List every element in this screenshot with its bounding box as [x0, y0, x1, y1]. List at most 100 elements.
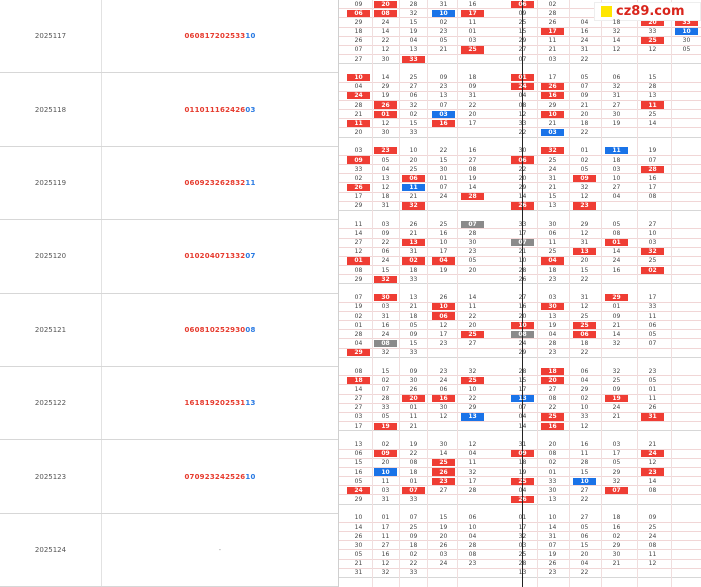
- highlighted-number-cell: 26: [539, 83, 566, 91]
- cell-number: 11: [648, 101, 657, 109]
- number-cell: [673, 303, 700, 311]
- number-cell: 32: [603, 28, 630, 36]
- cell-number: 26: [548, 83, 557, 91]
- highlighted-number-cell: 24: [509, 83, 536, 91]
- cell-number: 08: [548, 395, 557, 403]
- number-cell: 12: [571, 229, 598, 237]
- cell-number: 02: [354, 312, 363, 320]
- cell-number: 22: [580, 349, 589, 357]
- cell-number: 20: [439, 532, 448, 540]
- highlighted-number-cell: 25: [430, 459, 457, 467]
- number-cell: [430, 349, 457, 357]
- cell-number: 24: [439, 193, 448, 201]
- number-cell: [673, 174, 700, 182]
- number-cell: 12: [639, 459, 666, 467]
- number-cell: 11: [539, 239, 566, 247]
- number-cell: 30: [459, 239, 486, 247]
- site-logo[interactable]: cz89.com: [594, 2, 701, 21]
- number-cell: 04: [603, 193, 630, 201]
- number-cell: 13: [372, 174, 399, 182]
- grid-row: 33 04 25 30 08 22 24 05 03 28: [339, 165, 701, 175]
- number-cell: 05: [571, 73, 598, 81]
- cell-number: 31: [648, 413, 657, 421]
- number-cell: 17: [509, 523, 536, 531]
- number-cell: 07: [430, 101, 457, 109]
- number-cell: 06: [400, 92, 427, 100]
- number-cell: 28: [459, 541, 486, 549]
- number-cell: 16: [459, 147, 486, 155]
- number-cell: [639, 202, 666, 210]
- highlighted-number-cell: 25: [639, 37, 666, 45]
- cell-number: 27: [580, 514, 589, 522]
- cell-number: 20: [580, 551, 589, 559]
- grid-vline: [601, 0, 602, 587]
- number-cell: 12: [430, 321, 457, 329]
- number-cell: 29: [571, 220, 598, 228]
- number-cell: 02: [603, 532, 630, 540]
- cell-number: 07: [648, 156, 657, 164]
- cell-number: 22: [468, 101, 477, 109]
- number-cell: [603, 495, 630, 503]
- cell-number: 27: [354, 395, 363, 403]
- red-ball-number: 16: [214, 105, 226, 114]
- cell-number: 24: [381, 18, 390, 26]
- number-cell: 02: [345, 174, 372, 182]
- cell-number: 06: [354, 450, 363, 458]
- number-cell: 18: [603, 514, 630, 522]
- cell-number: 01: [468, 28, 477, 36]
- cell-number: 30: [682, 37, 691, 45]
- cell-number: 07: [439, 184, 448, 192]
- number-cell: 33: [400, 495, 427, 503]
- number-cell: 02: [372, 440, 399, 448]
- cell-number: 01: [580, 147, 589, 155]
- cell-number: 29: [612, 468, 621, 476]
- cell-number: 12: [580, 193, 589, 201]
- number-cell: 15: [430, 514, 457, 522]
- highlighted-number-cell: 26: [509, 495, 536, 504]
- number-cell: 03: [603, 440, 630, 448]
- number-cell: 01: [509, 514, 536, 522]
- highlighted-number-cell: 01: [372, 110, 399, 118]
- cell-number: 03: [548, 55, 557, 63]
- highlighted-number-cell: 07: [459, 220, 486, 229]
- number-cell: 15: [571, 541, 598, 549]
- cell-number: 32: [409, 101, 418, 109]
- number-cell: 33: [400, 275, 427, 283]
- cell-number: 32: [612, 340, 621, 348]
- blue-ball-number: 11: [245, 178, 256, 187]
- cell-number: 03: [354, 147, 363, 155]
- cell-number: 07: [381, 385, 390, 393]
- cell-number: 32: [518, 532, 527, 540]
- highlighted-number-cell: 11: [639, 101, 666, 109]
- cell-number: 04: [439, 257, 448, 265]
- cell-number: 29: [518, 349, 527, 357]
- cell-number: 03: [612, 165, 621, 173]
- number-cell: 17: [430, 330, 457, 338]
- cell-number: 28: [548, 340, 557, 348]
- cell-number: 16: [439, 395, 448, 403]
- number-cell: 14: [459, 294, 486, 302]
- number-cell: 18: [400, 468, 427, 476]
- number-cell: 05: [639, 330, 666, 338]
- number-cell: 08: [400, 459, 427, 467]
- highlighted-number-cell: 25: [509, 477, 536, 485]
- cell-number: 20: [354, 129, 363, 137]
- grid-vline: [372, 0, 373, 587]
- number-cell: 20: [509, 312, 536, 320]
- highlighted-number-cell: 31: [639, 413, 666, 421]
- number-cell: 32: [603, 477, 630, 485]
- cell-number: 11: [548, 37, 557, 45]
- blue-ball-number: 08: [245, 325, 256, 334]
- number-cell: 20: [571, 110, 598, 118]
- cell-number: 21: [612, 321, 621, 329]
- number-cell: [639, 275, 666, 283]
- number-cell: 10: [571, 404, 598, 412]
- cell-number: 22: [548, 404, 557, 412]
- period-id: 2025117: [0, 0, 102, 73]
- cell-number: 15: [518, 28, 527, 36]
- number-cell: 28: [509, 560, 536, 568]
- number-cell: [639, 55, 666, 63]
- cell-number: 17: [381, 523, 390, 531]
- number-cell: 27: [372, 541, 399, 549]
- highlighted-number-cell: 01: [603, 239, 630, 247]
